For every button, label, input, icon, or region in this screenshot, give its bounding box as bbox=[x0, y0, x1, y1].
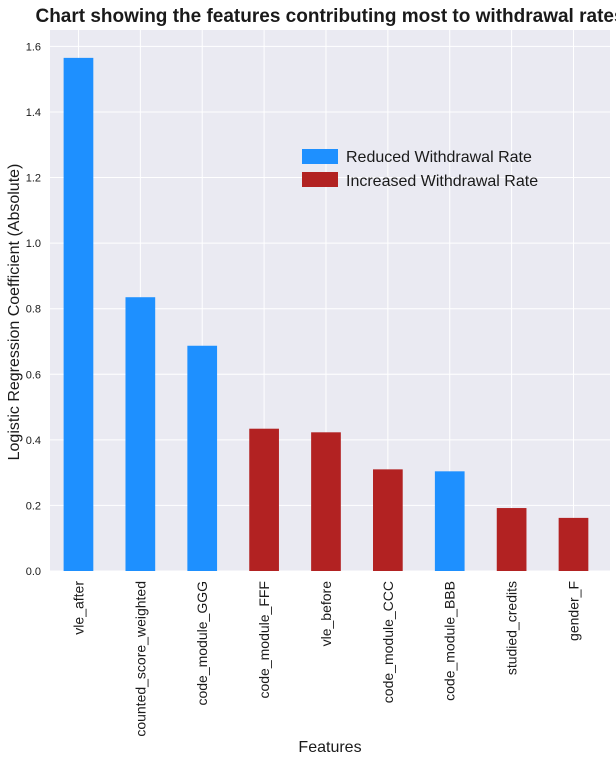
bar-counted-score-weighted bbox=[125, 297, 156, 571]
bar-gender-f bbox=[558, 517, 589, 571]
y-tick-label: 1.6 bbox=[26, 41, 41, 53]
y-tick-label: 0.6 bbox=[26, 369, 41, 381]
bar-vle-after bbox=[63, 57, 94, 572]
y-tick-label: 0.2 bbox=[26, 500, 41, 512]
y-axis-ticks: 0.0 0.2 0.4 0.6 0.8 1.0 1.2 1.4 1.6 bbox=[26, 41, 41, 578]
bar-code-module-ccc bbox=[373, 469, 403, 571]
y-tick-label: 0.8 bbox=[26, 304, 41, 316]
legend: Reduced Withdrawal Rate Increased Withdr… bbox=[302, 149, 538, 190]
bar-code-module-bbb bbox=[434, 471, 465, 571]
y-tick-label: 1.4 bbox=[26, 107, 41, 119]
y-tick-label: 1.2 bbox=[26, 173, 41, 185]
legend-swatch-reduced bbox=[302, 149, 338, 164]
bar-vle-before bbox=[311, 432, 341, 571]
legend-label-reduced: Reduced Withdrawal Rate bbox=[346, 149, 532, 166]
bar-studied-credits bbox=[496, 508, 527, 571]
x-tick-label: code_module_BBB bbox=[442, 581, 458, 701]
x-axis-ticks: vle_after counted_score_weighted code_modu… bbox=[70, 581, 581, 737]
y-axis-label: Logistic Regression Coefficient (Absolut… bbox=[6, 164, 23, 461]
y-tick-label: 1.0 bbox=[26, 238, 41, 250]
y-tick-label: 0.4 bbox=[26, 435, 41, 447]
bars bbox=[63, 57, 589, 572]
x-axis-label: Features bbox=[298, 739, 361, 756]
bar-code-module-ggg bbox=[187, 345, 218, 571]
x-tick-label: vle_before bbox=[318, 581, 334, 647]
legend-swatch-increased bbox=[302, 172, 338, 187]
x-tick-label: studied_credits bbox=[504, 581, 520, 675]
x-tick-label: code_module_CCC bbox=[380, 581, 396, 703]
chart-title: Chart showing the features contributing … bbox=[35, 6, 616, 27]
legend-label-increased: Increased Withdrawal Rate bbox=[346, 173, 538, 190]
x-tick-label: code_module_FFF bbox=[256, 581, 272, 699]
x-tick-label: counted_score_weighted bbox=[132, 581, 148, 737]
x-tick-label: code_module_GGG bbox=[194, 581, 210, 706]
x-tick-label: vle_after bbox=[70, 581, 86, 635]
x-tick-label: gender_F bbox=[565, 581, 581, 641]
y-tick-label: 0.0 bbox=[26, 566, 41, 578]
bar-code-module-fff bbox=[249, 428, 279, 571]
